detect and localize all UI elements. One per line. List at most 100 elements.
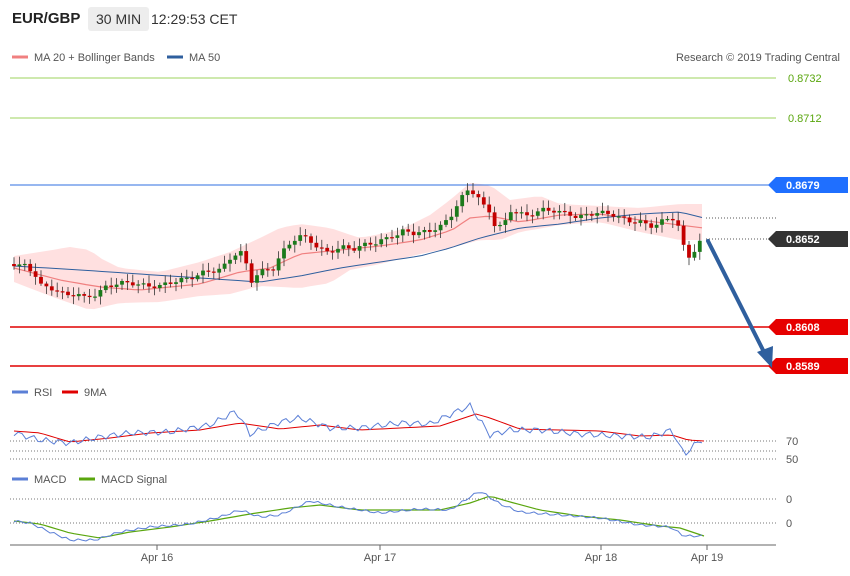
candle-body <box>287 244 292 249</box>
candle-body <box>98 290 103 297</box>
candle-body <box>422 229 427 233</box>
candle-body <box>190 277 195 280</box>
candle-body <box>670 218 675 221</box>
candle-body <box>76 294 81 297</box>
legend-label-ma20: MA 20 + Bollinger Bands <box>34 52 155 64</box>
candle-body <box>66 291 70 296</box>
candle-body <box>93 296 97 298</box>
candle-body <box>201 270 205 276</box>
rsi-9ma-line <box>13 413 705 443</box>
rsi-tick-70: 70 <box>786 436 798 448</box>
candle-body <box>319 247 324 249</box>
candle-body <box>141 283 146 285</box>
level-label-0.8732: 0.8732 <box>788 73 822 85</box>
level-tag-0.8608 <box>776 319 848 335</box>
macd-tick-upper: 0 <box>786 494 792 506</box>
candle-body <box>49 286 54 291</box>
instrument-name: EUR/GBP <box>12 10 81 27</box>
macd-line <box>13 492 703 542</box>
candle-body <box>681 225 686 245</box>
candle-body <box>368 242 373 245</box>
legend-label-macd-signal: MACD Signal <box>101 474 167 486</box>
candle-body <box>595 213 600 216</box>
candle-body <box>195 275 200 280</box>
candle-body <box>433 230 438 232</box>
candle-body <box>384 237 389 240</box>
candle-body <box>676 220 681 226</box>
candle-body <box>579 214 583 218</box>
x-tick-apr16: Apr 16 <box>141 552 173 564</box>
candle-body <box>697 240 702 252</box>
level-tag-text-0.8608: 0.8608 <box>786 322 820 334</box>
candle-body <box>406 229 411 232</box>
candle-body <box>130 282 135 286</box>
candle-body <box>39 276 43 284</box>
candle-body <box>314 242 319 248</box>
candle-body <box>276 258 281 271</box>
candle-body <box>309 236 313 243</box>
candle-body <box>330 251 335 253</box>
candle-body <box>206 270 211 272</box>
x-tick-apr18: Apr 18 <box>585 552 617 564</box>
candle-body <box>481 197 486 205</box>
candle-body <box>228 259 232 264</box>
candle-body <box>687 244 691 258</box>
forecast-arrow-shaft <box>706 239 768 358</box>
candle-body <box>379 239 384 245</box>
candle-body <box>492 212 497 227</box>
candle-body <box>298 235 303 241</box>
candle-body <box>341 245 346 249</box>
last-price-text: 0.8652 <box>786 234 820 246</box>
candle-body <box>55 290 60 292</box>
candle-body <box>152 286 157 289</box>
candle-body <box>487 204 492 213</box>
candle-body <box>546 207 551 211</box>
candle-body <box>28 263 33 272</box>
rsi-tick-50: 50 <box>786 454 798 466</box>
candle-body <box>114 284 119 287</box>
candle-body <box>465 190 470 196</box>
candle-body <box>352 248 357 251</box>
candle-body <box>303 235 308 237</box>
macd-panel: MACD MACD Signal 0 0 <box>10 474 792 542</box>
candle-body <box>552 210 556 213</box>
candle-body <box>244 251 249 264</box>
x-tick-apr19: Apr 19 <box>691 552 723 564</box>
x-axis: Apr 16 Apr 17 Apr 18 Apr 19 <box>10 544 776 564</box>
candle-body <box>184 277 189 279</box>
candle-body <box>336 248 340 253</box>
candle-body <box>600 210 605 214</box>
level-tag-0.8679 <box>776 177 848 193</box>
candle-body <box>692 251 697 258</box>
candle-body <box>60 291 65 293</box>
candle-body <box>346 245 351 249</box>
candle-body <box>363 242 367 247</box>
candle-body <box>622 216 627 218</box>
candle-body <box>519 212 524 214</box>
ma50-line <box>13 211 703 283</box>
candle-body <box>168 282 173 284</box>
candle-body <box>373 244 378 246</box>
level-tag-0.8589 <box>776 358 848 374</box>
candle-body <box>390 237 394 239</box>
x-tick-apr17: Apr 17 <box>364 552 396 564</box>
candle-body <box>238 251 243 256</box>
candle-body <box>109 285 114 287</box>
candle-body <box>514 212 519 214</box>
candle-body <box>638 220 643 223</box>
bollinger-band-area <box>14 183 702 310</box>
chart-header: EUR/GBP 30 MIN 12:29:53 CET <box>0 0 850 38</box>
timeframe-selector[interactable]: 30 MIN <box>88 7 150 31</box>
candle-body <box>503 220 508 225</box>
macd-tick-zero: 0 <box>786 518 792 530</box>
candle-body <box>573 215 578 218</box>
candle-body <box>454 206 459 217</box>
candle-body <box>589 214 594 216</box>
macd-signal-line <box>13 496 705 539</box>
candle-body <box>471 190 475 195</box>
candle-body <box>395 235 400 238</box>
candle-body <box>120 280 124 285</box>
candle-body <box>233 255 238 260</box>
forecast-arrow-head <box>757 346 773 368</box>
